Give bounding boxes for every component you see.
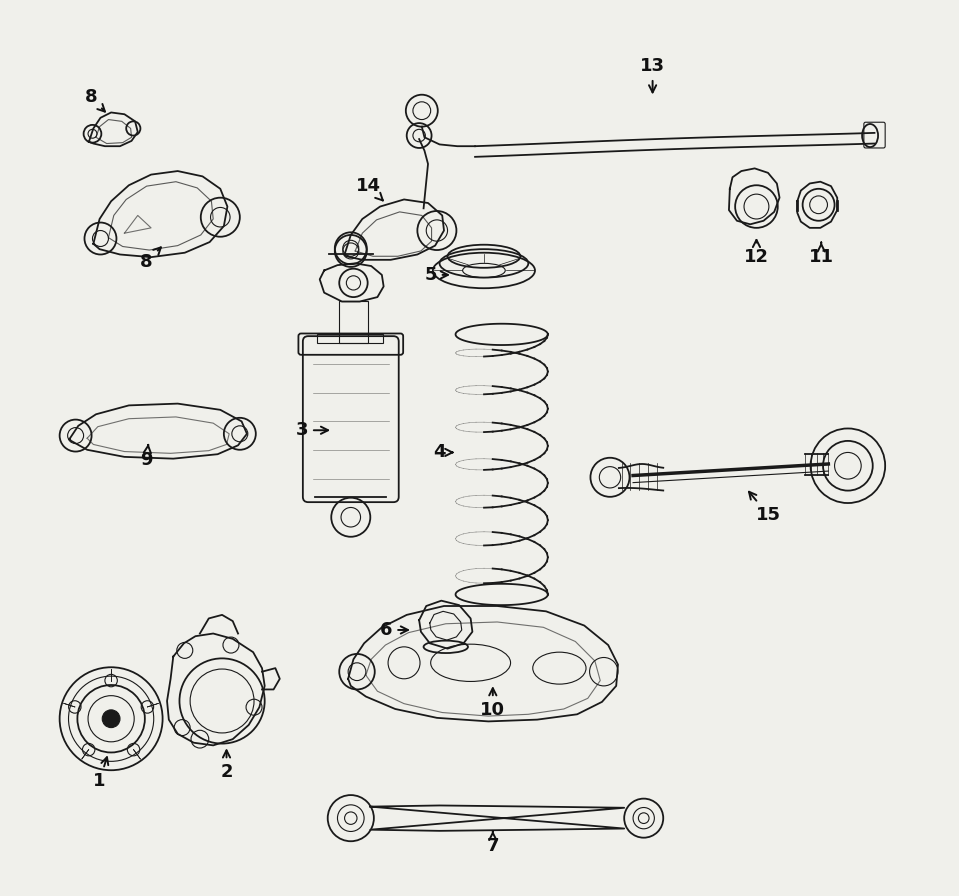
Text: 11: 11 — [808, 243, 833, 266]
Text: 2: 2 — [221, 750, 233, 781]
Text: 6: 6 — [380, 621, 408, 639]
Text: 15: 15 — [749, 492, 781, 523]
Text: 3: 3 — [295, 421, 328, 439]
Text: 12: 12 — [744, 240, 769, 266]
Text: 7: 7 — [486, 831, 499, 855]
Text: 8: 8 — [140, 247, 161, 271]
Text: 13: 13 — [640, 57, 666, 92]
Circle shape — [103, 710, 120, 728]
Text: 14: 14 — [356, 177, 383, 201]
Text: 5: 5 — [425, 266, 448, 284]
Text: 10: 10 — [480, 688, 505, 719]
Text: 4: 4 — [433, 444, 453, 461]
Text: 8: 8 — [84, 89, 105, 112]
Text: 1: 1 — [93, 757, 108, 790]
Text: 9: 9 — [140, 444, 152, 469]
